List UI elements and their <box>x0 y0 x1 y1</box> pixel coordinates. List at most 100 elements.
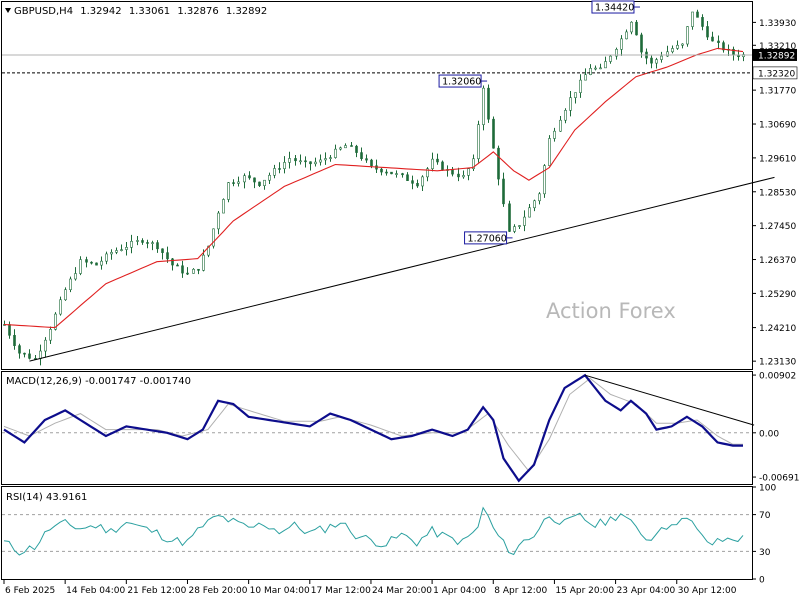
candle-body <box>421 176 424 187</box>
price-panel-frame <box>1 1 753 370</box>
candle-body <box>8 324 11 336</box>
price-axis-tick-label: 1.24210 <box>759 324 796 334</box>
candle-body <box>431 158 434 170</box>
candle-body <box>232 182 235 184</box>
candle-body <box>691 11 694 27</box>
price-axis-tick-label: 1.33930 <box>759 19 796 29</box>
candle-body <box>559 119 562 132</box>
candle-body <box>278 168 281 170</box>
candle-body <box>492 118 495 149</box>
candle-body <box>523 216 526 226</box>
candle-body <box>635 21 638 36</box>
candle-body <box>441 161 444 171</box>
candle-body <box>706 26 709 38</box>
candle-body <box>141 240 144 243</box>
candle-body <box>609 55 612 62</box>
candle-body <box>487 87 490 120</box>
candle-body <box>365 158 368 161</box>
candle-body <box>69 278 72 290</box>
candle-body <box>574 92 577 98</box>
candle-body <box>181 265 184 274</box>
candle-body <box>166 252 169 260</box>
rsi-panel: 100 70 30 0 <box>2 484 776 586</box>
candle-body <box>222 199 225 214</box>
time-tick-label: 24 Mar 20:00 <box>372 586 432 596</box>
candle-body <box>671 48 674 53</box>
time-axis: 6 Feb 2025 14 Feb 04:00 21 Feb 12:00 28 Feb… <box>3 580 737 596</box>
macd-trendline <box>584 374 755 426</box>
candle-body <box>100 260 103 266</box>
candle-body <box>294 158 297 162</box>
low-value: 1.32876 <box>177 6 218 17</box>
time-tick-label: 14 Feb 04:00 <box>66 586 125 596</box>
candle-body <box>380 168 383 173</box>
candle-body <box>156 242 159 250</box>
candle-body <box>548 138 551 166</box>
candle-body <box>268 174 271 181</box>
candle-body <box>110 252 113 255</box>
candle-body <box>681 43 684 46</box>
candle-body <box>457 173 460 178</box>
rsi-axis-tick-label: 0 <box>759 576 765 586</box>
open-value: 1.32942 <box>80 6 121 17</box>
candle-body <box>625 31 628 40</box>
candle-body <box>74 273 77 280</box>
candle-body <box>192 268 195 274</box>
candle-body <box>360 152 363 159</box>
macd-panel: 0.00902 0.00 -0.006915 <box>2 372 800 484</box>
candle-body <box>212 228 215 247</box>
price-annotation-label: 1.27060 <box>468 233 507 244</box>
candle-body <box>273 168 276 176</box>
candle-body <box>64 289 67 301</box>
candle-body <box>701 17 704 27</box>
candle-body <box>533 200 536 209</box>
candle-body <box>299 160 302 163</box>
candle-body <box>615 49 618 57</box>
price-panel: 1.33930 1.33210 1.31770 1.30690 1.29610 1.285… <box>2 0 798 368</box>
price-axis-tick-label: 1.31770 <box>759 87 796 97</box>
candle-body <box>49 329 52 341</box>
macd-line <box>3 373 743 483</box>
candle-body <box>401 173 404 176</box>
candle-body <box>482 87 485 125</box>
price-axis-tick-label: 1.23130 <box>759 358 796 368</box>
candle-body <box>472 158 475 170</box>
candle-body <box>579 79 582 93</box>
close-value: 1.32892 <box>226 6 267 17</box>
candle-body <box>538 193 541 202</box>
time-tick-label: 28 Feb 20:00 <box>188 586 247 596</box>
candle-body <box>18 345 21 354</box>
price-axis-tick-label: 1.30690 <box>759 121 796 131</box>
candle-body <box>258 181 261 186</box>
candle-body <box>115 250 118 253</box>
candle-body <box>395 173 398 175</box>
candle-body <box>564 110 567 121</box>
candle-body <box>324 158 327 161</box>
candle-body <box>344 145 347 149</box>
candle-body <box>130 241 133 248</box>
candle-body <box>451 169 454 175</box>
candle-body <box>666 51 669 57</box>
macd-panel-frame <box>1 371 753 485</box>
price-annotation-label: 1.32060 <box>442 77 481 88</box>
rsi-line <box>3 506 744 556</box>
candle-body <box>161 248 164 253</box>
candle-body <box>186 272 189 275</box>
candle-body <box>217 212 220 230</box>
candle-body <box>411 180 414 184</box>
candle-body <box>620 38 623 50</box>
time-tick-label: 17 Mar 12:00 <box>311 586 371 596</box>
candle-body <box>334 148 337 158</box>
price-axis-tick-label: 1.29610 <box>759 154 796 164</box>
candle-body <box>28 353 31 359</box>
candle-body <box>329 157 332 159</box>
candle-body <box>722 42 725 51</box>
candle-body <box>237 181 240 184</box>
time-tick-label: 8 Apr 12:00 <box>494 586 547 596</box>
rsi-axis-tick-label: 100 <box>759 484 776 494</box>
candle-body <box>283 162 286 170</box>
candle-body <box>543 165 546 195</box>
candle-body <box>640 34 643 53</box>
collapse-triangle-icon[interactable] <box>5 8 11 13</box>
